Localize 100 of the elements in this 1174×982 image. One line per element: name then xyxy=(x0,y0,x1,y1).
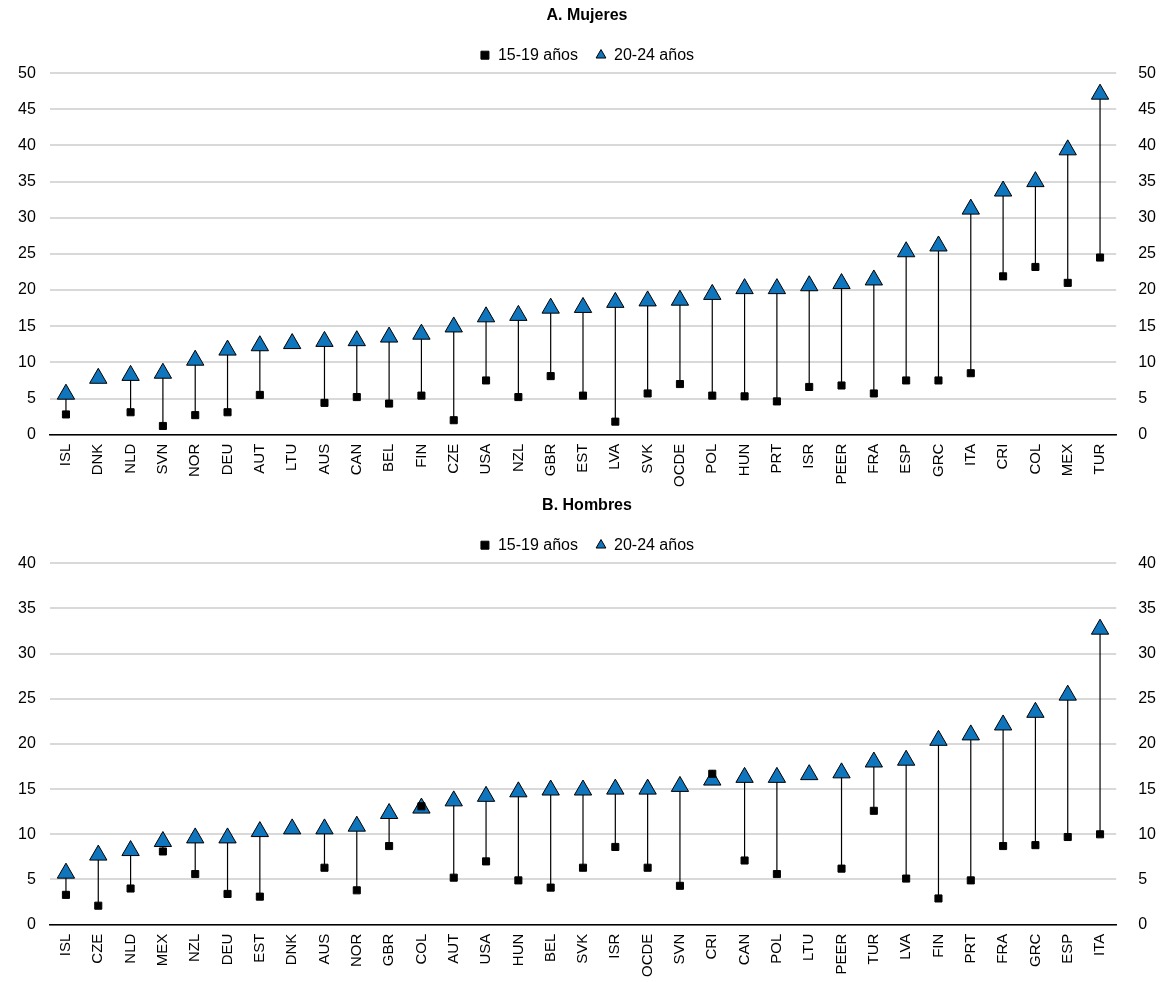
y2-tick-label: 35 xyxy=(1138,172,1157,190)
x-tick-label: ESP xyxy=(896,443,914,474)
y-tick-label: 25 xyxy=(18,689,36,707)
legend-label: 20-24 años xyxy=(614,535,695,553)
y2-tick-label: 45 xyxy=(1138,99,1157,117)
x-tick-label: LVA xyxy=(605,443,623,470)
y2-tick-label: 5 xyxy=(1138,869,1148,887)
x-tick-label: GBR xyxy=(540,443,558,477)
y-tick-label: 40 xyxy=(18,553,36,571)
x-tick-label: GBR xyxy=(379,933,397,967)
x-tick-label: MEX xyxy=(153,933,171,967)
y2-tick-label: 30 xyxy=(1138,643,1157,661)
x-tick-label: COL xyxy=(411,933,429,965)
x-tick-label: AUT xyxy=(443,933,461,964)
y-tick-label: 10 xyxy=(18,824,36,842)
x-tick-label: OCDE xyxy=(670,443,688,488)
x-tick-label: LVA xyxy=(896,933,914,960)
legend-label: 20-24 años xyxy=(614,45,695,63)
y2-tick-label: 20 xyxy=(1138,280,1157,298)
y-tick-label: 35 xyxy=(18,598,36,616)
x-tick-label: ITA xyxy=(960,443,978,466)
x-tick-label: AUS xyxy=(314,933,332,965)
x-tick-label: DEU xyxy=(217,443,235,476)
y2-tick-label: 5 xyxy=(1138,388,1148,406)
legend-label: 15-19 años xyxy=(497,535,578,553)
y-tick-label: 40 xyxy=(18,135,36,153)
y-tick-label: 0 xyxy=(26,915,36,933)
y-tick-label: 30 xyxy=(18,643,36,661)
y2-tick-label: 25 xyxy=(1138,689,1157,707)
y-tick-label: 0 xyxy=(26,425,36,443)
x-tick-label: OCDE xyxy=(637,933,655,978)
y-tick-label: 10 xyxy=(18,352,36,370)
x-tick-label: AUT xyxy=(249,443,267,474)
x-tick-label: NOR xyxy=(185,443,203,478)
x-tick-label: PRT xyxy=(960,933,978,964)
y-tick-label: 25 xyxy=(18,244,36,262)
x-tick-label: ITA xyxy=(1090,933,1108,956)
x-tick-label: ISR xyxy=(605,933,623,959)
y-tick-label: 30 xyxy=(18,208,36,226)
x-tick-label: TUR xyxy=(863,933,881,965)
x-tick-label: EST xyxy=(249,933,267,963)
x-tick-label: USA xyxy=(476,443,494,475)
x-tick-label: CZE xyxy=(443,443,461,474)
y-tick-label: 15 xyxy=(18,316,36,334)
x-tick-label: FRA xyxy=(993,933,1011,964)
x-tick-label: LTU xyxy=(799,933,817,961)
y2-tick-label: 15 xyxy=(1138,316,1157,334)
x-tick-label: POL xyxy=(767,933,785,964)
y2-tick-label: 10 xyxy=(1138,352,1157,370)
chart-title: B. Hombres xyxy=(542,496,632,514)
x-tick-label: SVN xyxy=(670,933,688,965)
y-tick-label: 20 xyxy=(18,280,36,298)
legend-label: 15-19 años xyxy=(497,45,578,63)
x-tick-label: CAN xyxy=(734,933,752,966)
x-tick-label: GRC xyxy=(928,443,946,478)
y2-tick-label: 25 xyxy=(1138,244,1157,262)
x-tick-label: NOR xyxy=(346,933,364,968)
y2-tick-label: 40 xyxy=(1138,553,1157,571)
x-tick-label: DNK xyxy=(88,443,106,476)
y-tick-label: 15 xyxy=(18,779,36,797)
y2-tick-label: 30 xyxy=(1138,208,1157,226)
y-tick-label: 5 xyxy=(26,869,36,887)
x-tick-label: NLD xyxy=(120,443,138,474)
chart-title: A. Mujeres xyxy=(546,6,628,24)
x-tick-label: FRA xyxy=(863,443,881,474)
y2-tick-label: 35 xyxy=(1138,598,1157,616)
y2-tick-label: 20 xyxy=(1138,734,1157,752)
x-tick-label: NZL xyxy=(508,443,526,473)
x-tick-label: ESP xyxy=(1057,933,1075,964)
x-tick-label: MEX xyxy=(1057,443,1075,477)
x-tick-label: SVN xyxy=(153,443,171,475)
x-tick-label: PEER xyxy=(831,443,849,485)
x-tick-label: NZL xyxy=(185,933,203,963)
y-tick-label: 45 xyxy=(18,99,36,117)
x-tick-label: LTU xyxy=(282,443,300,471)
x-tick-label: CAN xyxy=(346,443,364,476)
y-tick-label: 50 xyxy=(18,63,36,81)
x-tick-label: HUN xyxy=(734,443,752,477)
y-tick-label: 5 xyxy=(26,388,36,406)
y2-tick-label: 0 xyxy=(1138,425,1148,443)
x-tick-label: NLD xyxy=(120,933,138,964)
x-tick-label: DEU xyxy=(217,933,235,966)
x-tick-label: PRT xyxy=(767,443,785,474)
x-tick-label: DNK xyxy=(282,933,300,966)
x-tick-label: EST xyxy=(573,443,591,473)
x-tick-label: FIN xyxy=(928,933,946,958)
x-tick-label: USA xyxy=(476,933,494,965)
x-tick-label: COL xyxy=(1025,443,1043,475)
x-tick-label: SVK xyxy=(573,933,591,964)
x-tick-label: ISL xyxy=(56,933,74,957)
x-tick-label: AUS xyxy=(314,443,332,475)
x-tick-label: CRI xyxy=(993,443,1011,470)
x-tick-label: CZE xyxy=(88,933,106,964)
x-tick-label: PEER xyxy=(831,933,849,975)
x-tick-label: GRC xyxy=(1025,933,1043,968)
y2-tick-label: 10 xyxy=(1138,824,1157,842)
y2-tick-label: 40 xyxy=(1138,135,1157,153)
x-tick-label: BEL xyxy=(540,933,558,963)
y-tick-label: 35 xyxy=(18,172,36,190)
x-tick-label: ISL xyxy=(56,443,74,467)
